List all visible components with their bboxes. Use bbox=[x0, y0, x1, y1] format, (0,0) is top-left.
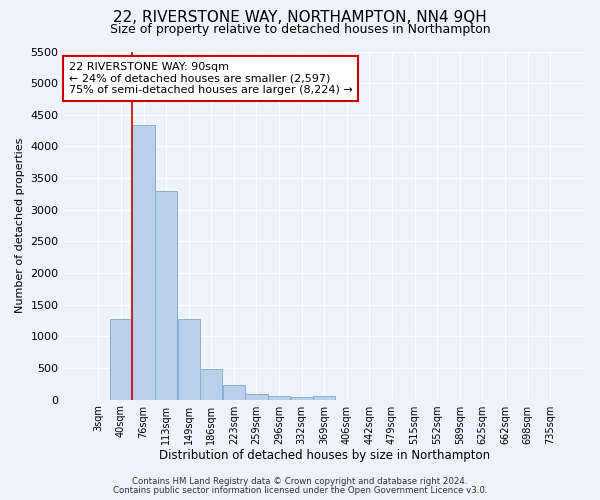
Bar bbox=[133, 125, 155, 400]
Text: Contains public sector information licensed under the Open Government Licence v3: Contains public sector information licen… bbox=[113, 486, 487, 495]
Bar bbox=[178, 319, 200, 400]
X-axis label: Distribution of detached houses by size in Northampton: Distribution of detached houses by size … bbox=[159, 450, 490, 462]
Text: 22, RIVERSTONE WAY, NORTHAMPTON, NN4 9QH: 22, RIVERSTONE WAY, NORTHAMPTON, NN4 9QH bbox=[113, 10, 487, 25]
Text: Contains HM Land Registry data © Crown copyright and database right 2024.: Contains HM Land Registry data © Crown c… bbox=[132, 477, 468, 486]
Text: Size of property relative to detached houses in Northampton: Size of property relative to detached ho… bbox=[110, 22, 490, 36]
Bar bbox=[290, 397, 313, 400]
Text: 22 RIVERSTONE WAY: 90sqm
← 24% of detached houses are smaller (2,597)
75% of sem: 22 RIVERSTONE WAY: 90sqm ← 24% of detach… bbox=[69, 62, 353, 95]
Bar bbox=[223, 385, 245, 400]
Bar bbox=[268, 396, 290, 400]
Bar bbox=[245, 394, 268, 400]
Bar bbox=[200, 368, 223, 400]
Bar bbox=[155, 192, 177, 400]
Bar bbox=[110, 319, 132, 400]
Y-axis label: Number of detached properties: Number of detached properties bbox=[15, 138, 25, 313]
Bar bbox=[313, 396, 335, 400]
